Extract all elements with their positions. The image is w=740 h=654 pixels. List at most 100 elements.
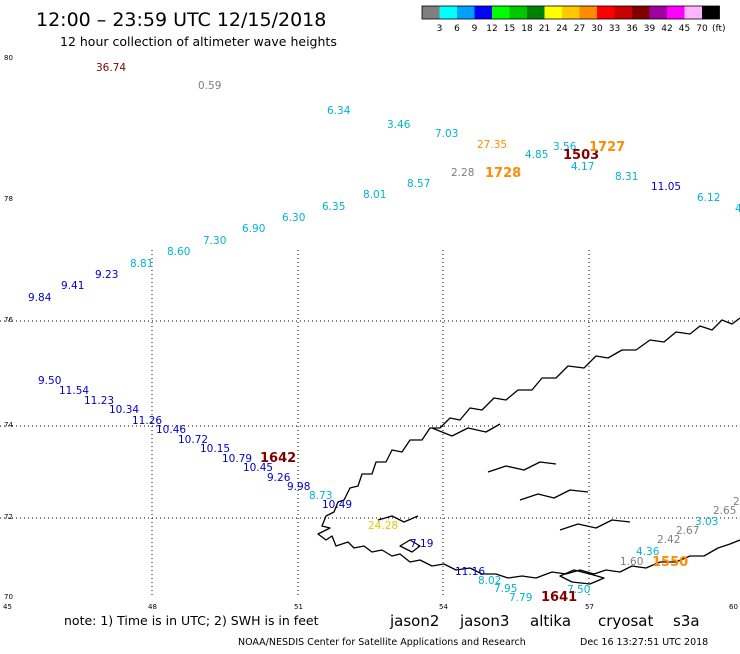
wave-height-legend: 3 6 9 12 15 18 21 24 27 30 33 36 39 42 45 70 — [421, 5, 720, 34]
observation-label: 6.34 — [327, 105, 351, 117]
legend-swatch — [684, 6, 702, 19]
legend-tick-label: 3 — [437, 24, 443, 34]
pass-time-label: 1641 — [541, 590, 577, 605]
observation-label: 9.41 — [61, 280, 84, 292]
lon-label-57: 57 — [585, 603, 594, 611]
pass-time-label: 1550 — [652, 555, 688, 570]
observation-label: 3.03 — [695, 516, 718, 528]
observation-label: 10.72 — [178, 434, 208, 446]
lat-label-78: 78 — [4, 195, 13, 203]
lat-label-72: 72 — [4, 513, 13, 521]
legend-swatch — [667, 6, 685, 19]
observation-label: 10.34 — [109, 404, 139, 416]
observation-label: 11.23 — [84, 395, 114, 407]
fjord-1 — [431, 423, 501, 437]
satellite-name-s3a: s3a — [673, 612, 700, 630]
observation-label: 10.45 — [243, 462, 273, 474]
pass-time-label: 1503 — [563, 148, 599, 163]
legend-tick-label: 12 — [486, 24, 497, 34]
map-subtitle: 12 hour collection of altimeter wave hei… — [60, 34, 337, 49]
island-2 — [559, 569, 605, 585]
legend-tick-label: 24 — [556, 24, 568, 34]
pass-time-label: 1642 — [260, 451, 296, 466]
wave-height-observations: 36.74 0.59 6.34 3.46 7.03 27.35 3.56 4.8… — [28, 62, 740, 604]
legend-swatch — [544, 6, 562, 19]
satellite-name-altika: altika — [530, 612, 571, 630]
observation-label: 11.05 — [651, 181, 681, 193]
legend-tick-label: 6 — [454, 24, 460, 34]
greenland-coastline — [317, 317, 740, 585]
observation-label: 6.35 — [322, 201, 345, 213]
legend-unit-label: (ft) — [712, 24, 726, 34]
observation-label: 9.26 — [267, 472, 291, 484]
observation-label: 9.23 — [95, 269, 118, 281]
legend-swatch — [562, 6, 580, 19]
fjord-2 — [487, 461, 557, 473]
observation-label: 11.16 — [455, 566, 485, 578]
observation-label: 2.42 — [657, 534, 680, 546]
legend-swatch — [632, 6, 650, 19]
legend-swatch — [649, 6, 667, 19]
legend-tick-label: 9 — [472, 24, 478, 34]
observation-label: 2 — [733, 496, 740, 508]
lon-label-60: 60 — [729, 603, 738, 611]
legend-tick-label: 30 — [591, 24, 603, 34]
legend-swatch — [474, 6, 492, 19]
pass-time-label: 1727 — [589, 140, 625, 155]
observation-label: 8.01 — [363, 189, 386, 201]
observation-label: 2.67 — [676, 525, 699, 537]
observation-label: 2.28 — [451, 167, 474, 179]
observation-label: 10.79 — [222, 453, 252, 465]
observation-label: 7.50 — [567, 584, 590, 596]
observation-label: 7.30 — [203, 235, 226, 247]
observation-label: 8.02 — [478, 575, 501, 587]
legend-tick-label: 45 — [679, 24, 690, 34]
legend-swatch — [527, 6, 545, 19]
observation-label: 9.98 — [287, 481, 310, 493]
observation-label: 36.74 — [96, 62, 126, 74]
legend-tick-label: 21 — [539, 24, 550, 34]
observation-label: 8.81 — [130, 258, 153, 270]
observation-label: 27.35 — [477, 139, 507, 151]
coastline-path — [317, 317, 740, 579]
observation-label: 3.46 — [387, 119, 411, 131]
observation-label: 6.90 — [242, 223, 265, 235]
observation-label: 6.30 — [282, 212, 305, 224]
legend-tick-label: 33 — [609, 24, 620, 34]
observation-label: 1.60 — [620, 556, 643, 568]
legend-swatch — [509, 6, 527, 19]
legend-tick-label: 18 — [521, 24, 533, 34]
observation-label: 8.60 — [167, 246, 190, 258]
legend-tick-label: 27 — [574, 24, 585, 34]
lat-lon-grid — [0, 250, 740, 598]
legend-swatch — [597, 6, 615, 19]
lat-label-76: 76 — [4, 316, 13, 324]
observation-label: 4.85 — [525, 149, 548, 161]
legend-tick-label: 70 — [696, 24, 708, 34]
satellite-name-jason2: jason2 — [389, 612, 439, 630]
footer-timestamp: Dec 16 13:27:51 UTC 2018 — [580, 637, 708, 648]
fjord-5 — [377, 515, 419, 523]
latitude-labels: 80 78 76 74 72 70 — [4, 54, 13, 601]
lon-label-48: 48 — [148, 603, 157, 611]
observation-label: 3.56 — [553, 141, 577, 153]
legend-swatch — [702, 6, 720, 19]
pass-time-label: 1728 — [485, 166, 521, 181]
observation-label: 7.79 — [509, 592, 532, 604]
satellite-name-cryosat: cryosat — [598, 612, 653, 630]
observation-label: 7.95 — [494, 583, 517, 595]
footer-credit: NOAA/NESDIS Center for Satellite Applica… — [238, 637, 526, 648]
map-title: 12:00 – 23:59 UTC 12/15/2018 — [36, 9, 326, 31]
observation-label: 6.12 — [697, 192, 720, 204]
observation-label: 8.57 — [407, 178, 430, 190]
observation-label: 10.15 — [200, 443, 230, 455]
fjord-3 — [519, 489, 589, 501]
lon-label-51: 51 — [294, 603, 303, 611]
lat-label-70: 70 — [4, 593, 13, 601]
lat-label-74: 74 — [4, 421, 13, 429]
observation-label: 4 — [735, 203, 740, 215]
legend-swatch — [614, 6, 632, 19]
footer-note: note: 1) Time is in UTC; 2) SWH is in fe… — [64, 613, 319, 628]
